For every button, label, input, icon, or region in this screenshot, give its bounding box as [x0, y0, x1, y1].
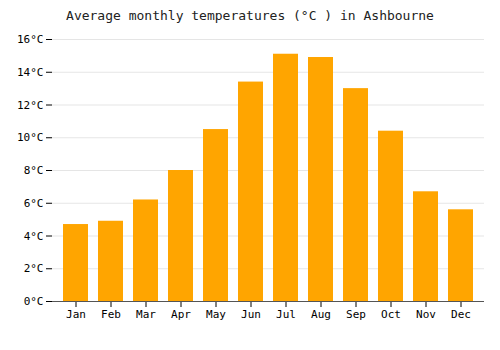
svg-text:Sep: Sep	[346, 308, 366, 321]
svg-text:12°C: 12°C	[17, 99, 44, 112]
svg-text:Feb: Feb	[101, 308, 121, 321]
svg-text:May: May	[206, 308, 226, 321]
svg-text:Mar: Mar	[136, 308, 156, 321]
svg-text:Nov: Nov	[416, 308, 436, 321]
svg-text:Dec: Dec	[451, 308, 471, 321]
svg-text:8°C: 8°C	[24, 164, 44, 177]
svg-text:0°C: 0°C	[24, 295, 44, 308]
svg-text:Jun: Jun	[241, 308, 261, 321]
svg-text:10°C: 10°C	[17, 131, 44, 144]
svg-text:Aug: Aug	[311, 308, 331, 321]
svg-text:Jul: Jul	[276, 308, 296, 321]
svg-text:6°C: 6°C	[24, 197, 44, 210]
svg-text:4°C: 4°C	[24, 230, 44, 243]
html-text:Average monthly temperatures (: Average monthly temperatures (°C ) in As…	[66, 8, 434, 23]
svg-text:2°C: 2°C	[24, 262, 44, 275]
svg-text:Jan: Jan	[66, 308, 86, 321]
svg-text:Oct: Oct	[381, 308, 401, 321]
svg-text:16°C: 16°C	[17, 33, 44, 46]
svg-text:Apr: Apr	[171, 308, 191, 321]
svg-text:14°C: 14°C	[17, 66, 44, 79]
